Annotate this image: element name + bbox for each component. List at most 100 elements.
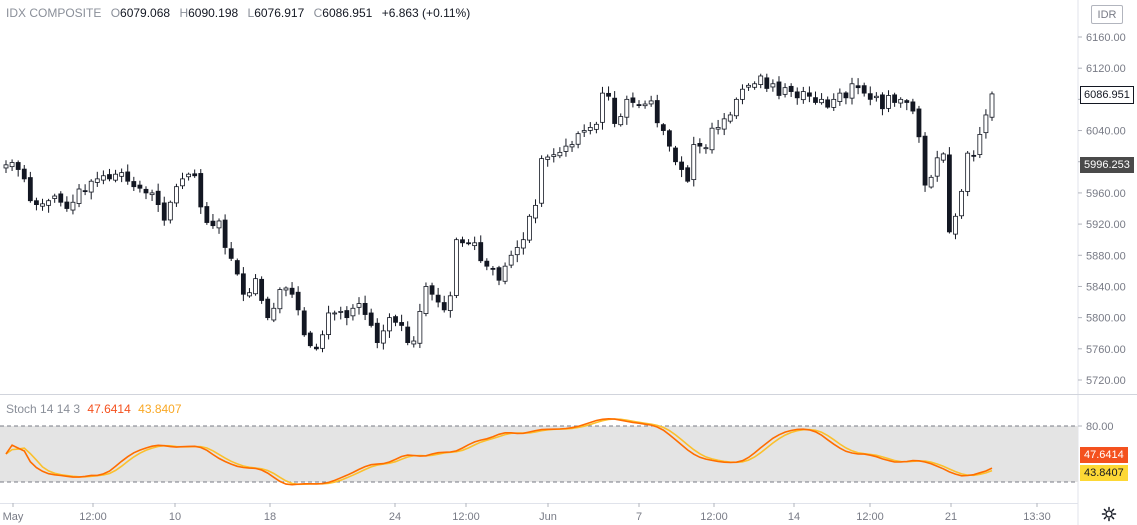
candle [861,82,867,97]
candle [910,98,916,115]
stoch-k-tag-value: 47.6414 [1084,449,1124,461]
time-tick-label: Jun [539,511,557,523]
time-tick-label: 7 [636,511,642,523]
candle [186,172,191,181]
candle [277,287,283,314]
candle [113,169,118,183]
candle [46,198,52,213]
candle [892,92,898,107]
candle [508,250,514,269]
candle [527,214,532,243]
candle [630,92,636,108]
candle [472,236,478,251]
candle [691,136,697,187]
candle [880,92,885,116]
candle [977,126,983,159]
time-axis[interactable]: May 12:00 10 18 24 12:00 Jun 7 12:00 14 12:00 21 13:… [3,503,1051,523]
price-tick-label: 5960.00 [1086,188,1126,200]
candle [40,198,45,211]
candle [374,318,380,349]
candle [34,197,39,211]
candle [898,97,904,108]
candle [819,93,824,105]
candle [679,156,684,178]
candle [721,113,727,136]
candle [624,95,630,125]
candle [764,73,770,92]
candle [855,78,861,95]
price-tick-label: 5920.00 [1086,219,1126,231]
candle [849,77,855,105]
candle [776,76,782,100]
candle [271,302,277,323]
candle [843,91,849,105]
candle [393,314,398,327]
candle [813,91,818,105]
stoch-name: Stoch 14 14 3 [6,402,81,416]
low-value: 6076.917 [254,6,305,20]
candle [697,138,703,154]
candle [332,310,338,321]
candle [770,79,776,92]
candle [490,266,496,276]
stoch-d-tag-value: 43.8407 [1084,467,1124,479]
candle [831,93,837,111]
candle [253,274,258,296]
candle [27,171,33,203]
open-label: O [110,6,121,20]
crosshair-price-tag: 5996.253 [1080,157,1134,173]
candle [484,258,490,271]
candle [514,240,520,263]
candle [953,213,958,240]
time-tick-label: 21 [945,511,957,523]
price-tick-label: 5760.00 [1086,344,1126,356]
candle [174,183,179,207]
candle [496,265,502,286]
candle [167,200,173,224]
candle [155,183,161,212]
gear-icon[interactable] [1101,506,1117,522]
candle [825,96,831,109]
candle [320,330,325,353]
candle [557,147,563,159]
candle [423,282,429,317]
candle [971,150,977,162]
candle [593,121,599,134]
candle [873,92,879,102]
candle [667,129,672,152]
candle [453,237,459,299]
high-value: 6090.198 [188,6,239,20]
candle [642,100,648,109]
candle [673,145,678,166]
candle [247,288,252,298]
candle [131,176,137,191]
candles [3,73,995,353]
last-price-tag: 6086.951 [1080,86,1134,104]
time-tick-label: 12:00 [452,511,480,523]
candle [447,291,453,318]
candle [533,199,538,224]
candle [210,214,216,229]
price-tick-label: 5720.00 [1086,375,1126,387]
currency-button[interactable]: IDR [1091,5,1123,24]
candle [788,83,794,97]
candle [782,83,788,98]
candle [259,276,265,304]
stoch-legend: Stoch 14 14 3 47.6414 43.8407 [6,402,182,416]
symbol-title: IDX COMPOSITE [6,6,102,20]
candle [837,88,843,106]
low-label: L [247,6,255,20]
price-tick-label: 6120.00 [1086,63,1126,75]
currency-label: IDR [1097,8,1117,21]
stoch-k-value: 47.6414 [87,402,131,416]
candle [198,169,204,214]
candle [965,151,971,197]
candle [904,99,910,111]
close-value: 6086.951 [322,6,373,20]
candle [180,172,185,190]
candle [15,160,21,177]
candle [563,138,569,157]
candle [660,123,666,136]
candle [587,122,593,135]
